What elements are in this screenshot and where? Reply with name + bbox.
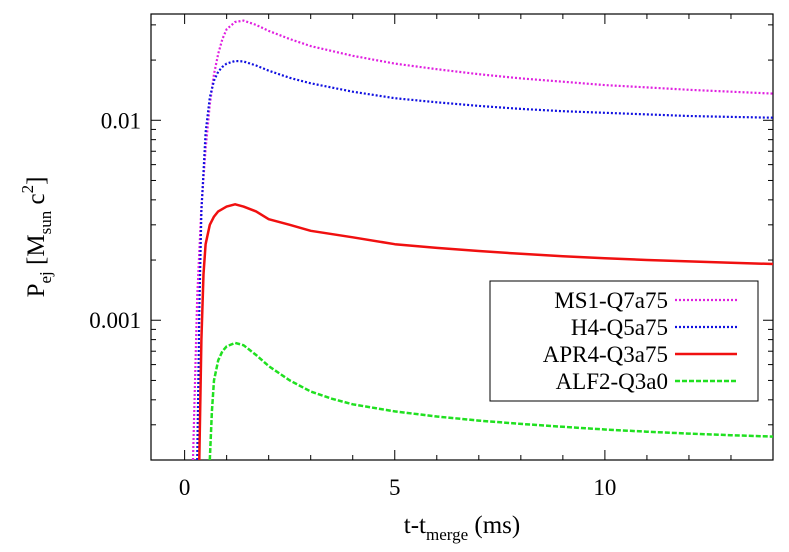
series-layer bbox=[191, 19, 773, 460]
series-line bbox=[208, 341, 773, 460]
x-tick-label: 5 bbox=[389, 475, 401, 500]
legend-label: APR4-Q3a75 bbox=[543, 342, 668, 367]
x-tick-label: 10 bbox=[593, 475, 616, 500]
y-axis-label: Pej [Msun c2] bbox=[18, 177, 55, 298]
plot-frame bbox=[150, 13, 774, 461]
legend-label: MS1-Q7a75 bbox=[554, 288, 668, 313]
y-axis: 0.001 0.01 bbox=[89, 24, 773, 461]
legend-label: H4-Q5a75 bbox=[571, 315, 668, 340]
legend-label: ALF2-Q3a0 bbox=[556, 369, 668, 394]
x-axis: 0 5 10 bbox=[179, 14, 732, 500]
y-tick-label: 0.001 bbox=[89, 308, 141, 333]
x-axis-label: t-tmerge (ms) bbox=[404, 512, 520, 544]
y-tick-label: 0.01 bbox=[101, 108, 141, 133]
x-tick-label: 0 bbox=[179, 475, 191, 500]
series-line bbox=[198, 203, 773, 460]
series-line bbox=[196, 59, 773, 460]
